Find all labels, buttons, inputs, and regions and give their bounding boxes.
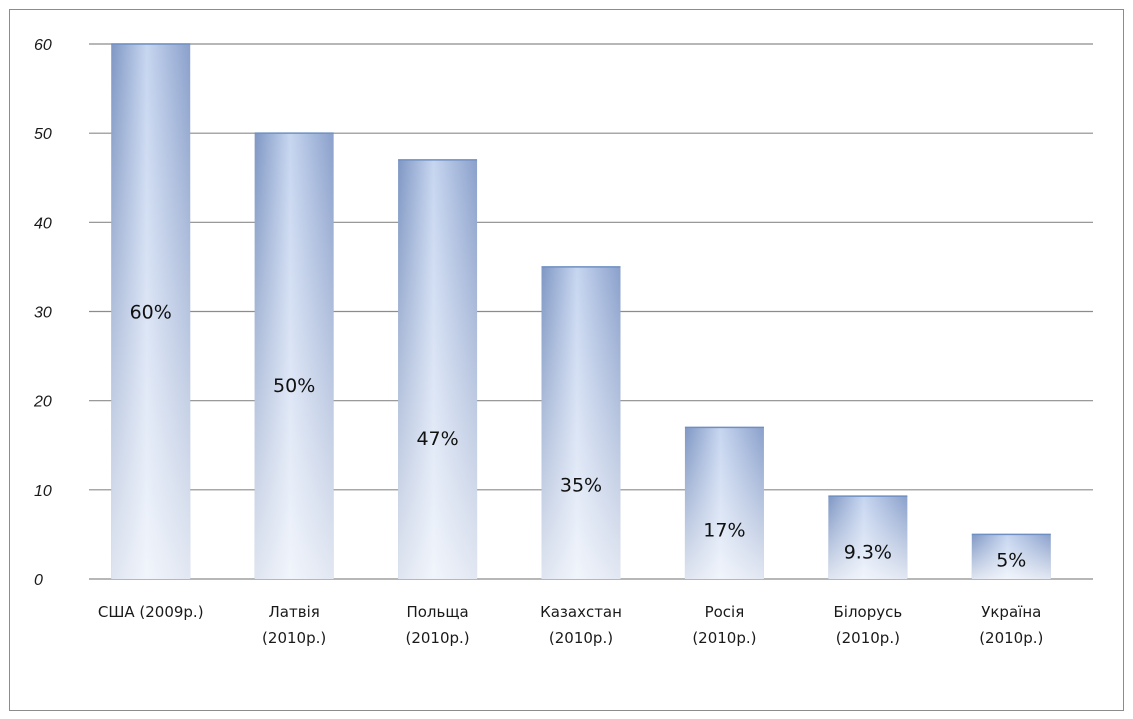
data-label: 35%	[560, 475, 602, 497]
data-label: 17%	[703, 520, 745, 542]
y-axis-tick-labels: 0 10 20 30 40 50 60	[33, 37, 52, 589]
data-label: 9.3%	[844, 541, 892, 563]
data-label: 60%	[130, 302, 172, 324]
bars	[111, 43, 1051, 579]
data-label: 47%	[416, 428, 458, 450]
x-tick-label: Польща (2010р.)	[405, 603, 469, 647]
y-tick-label: 20	[33, 394, 52, 411]
data-label: 50%	[273, 375, 315, 397]
data-labels: 60% 50% 47% 35% 17% 9.3% 5%	[130, 302, 1027, 572]
x-tick-label: Казахстан (2010р.)	[540, 603, 622, 647]
x-tick-label: Росія (2010р.)	[692, 603, 756, 647]
bar	[541, 266, 621, 579]
bar	[254, 132, 334, 579]
y-tick-label: 60	[34, 37, 52, 54]
x-tick-label: США (2009р.)	[98, 603, 204, 621]
bar-chart: 0 10 20 30 40 50 60 60% 50% 47% 35% 17% 9.3% 5% США …	[33, 37, 1093, 647]
y-tick-label: 10	[34, 483, 52, 500]
y-tick-label: 0	[34, 572, 43, 589]
y-tick-label: 30	[34, 305, 52, 322]
x-axis-tick-labels: США (2009р.) Латвія (2010р.) Польща (2010р.)…	[98, 603, 1044, 647]
bar	[684, 426, 764, 579]
y-tick-label: 50	[34, 126, 52, 143]
bar	[398, 159, 478, 579]
data-label: 5%	[996, 550, 1026, 572]
bar	[971, 533, 1051, 579]
bar	[111, 43, 191, 579]
x-tick-label: Білорусь (2010р.)	[833, 603, 902, 647]
bar	[828, 495, 908, 579]
x-tick-label: Україна (2010р.)	[979, 603, 1043, 647]
chart-frame: 0 10 20 30 40 50 60 60% 50% 47% 35% 17% 9.3% 5% США …	[9, 9, 1124, 711]
x-tick-label: Латвія (2010р.)	[262, 603, 326, 647]
y-tick-label: 40	[34, 215, 52, 232]
